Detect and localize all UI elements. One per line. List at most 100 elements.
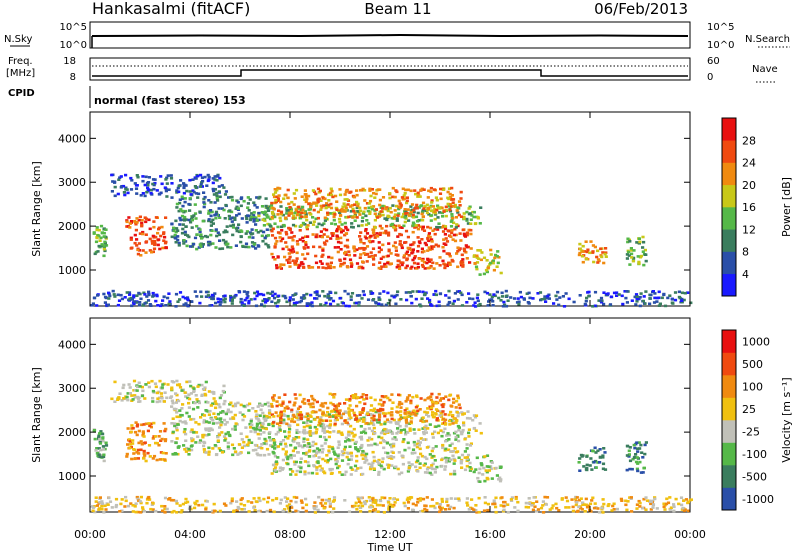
echo-cell [460, 430, 464, 434]
echo-cell [309, 420, 313, 423]
echo-cell [423, 426, 427, 429]
echo-cell [491, 300, 495, 303]
echo-cell [227, 196, 231, 199]
echo-cell [353, 249, 357, 253]
echo-cell [138, 500, 142, 503]
echo-cell [343, 402, 347, 405]
echo-cell [432, 504, 436, 508]
echo-cell [110, 506, 114, 509]
echo-cell [443, 266, 447, 270]
echo-cell [141, 232, 145, 236]
echo-cell [271, 294, 275, 297]
echo-cell [440, 206, 444, 210]
echo-cell [400, 226, 404, 229]
echo-cell [93, 296, 97, 300]
echo-cell [104, 235, 108, 239]
echo-cell [250, 423, 254, 427]
echo-cell [284, 241, 288, 244]
echo-cell [615, 507, 619, 511]
echo-cell [242, 304, 246, 307]
echo-cell [322, 435, 327, 439]
echo-cell [454, 430, 458, 434]
echo-cell [214, 402, 218, 406]
echo-cell [389, 252, 393, 255]
echo-cell [633, 446, 637, 450]
echo-cell [635, 441, 639, 444]
echo-cell [124, 499, 128, 503]
echo-cell [644, 508, 648, 511]
echo-cell [443, 449, 447, 452]
echo-cell [246, 202, 250, 205]
echo-cell [390, 393, 394, 396]
echo-cell [641, 250, 645, 253]
echo-cell [655, 300, 659, 303]
echo-cell [426, 249, 430, 252]
echo-cell [443, 225, 448, 228]
echo-cell [452, 462, 456, 465]
echo-cell [588, 464, 592, 467]
echo-cell [383, 427, 387, 431]
echo-cell [577, 253, 581, 257]
echo-cell [323, 442, 327, 445]
echo-cell [390, 417, 394, 421]
echo-cell [253, 430, 257, 434]
echo-cell [430, 209, 434, 213]
echo-cell [218, 509, 222, 513]
echo-cell [181, 420, 185, 424]
echo-cell [248, 231, 253, 234]
echo-cell [274, 411, 278, 414]
echo-cell [315, 233, 319, 236]
echo-cell [481, 473, 485, 476]
echo-cell [226, 245, 230, 249]
echo-cell [385, 218, 389, 222]
echo-cell [193, 401, 197, 405]
echo-cell [303, 257, 307, 261]
echo-cell [266, 500, 270, 504]
echo-cell [338, 193, 343, 197]
echo-cell [210, 390, 214, 394]
echo-cell [362, 251, 366, 255]
echo-cell [205, 434, 209, 437]
echo-cell [253, 203, 257, 207]
echo-cell [159, 234, 163, 238]
echo-cell [651, 506, 655, 509]
echo-cell [304, 235, 308, 238]
echo-cell [448, 300, 452, 304]
echo-cell [426, 237, 430, 241]
echo-cell [148, 498, 152, 501]
echo-cell [183, 219, 187, 222]
echo-cell [393, 195, 397, 199]
echo-cell [229, 401, 233, 405]
echo-cell [139, 501, 143, 505]
echo-cell [135, 433, 139, 437]
echo-cell [578, 469, 582, 472]
echo-region [270, 224, 473, 270]
echo-cell [419, 452, 423, 456]
echo-cell [400, 246, 404, 250]
echo-cell [165, 396, 169, 400]
echo-cell [327, 255, 331, 259]
echo-cell [213, 213, 217, 217]
echo-cell [467, 435, 471, 438]
echo-cell [473, 415, 478, 419]
echo-cell [187, 393, 191, 396]
echo-cell [359, 466, 363, 470]
echo-cell [527, 302, 531, 305]
echo-cell [294, 188, 299, 192]
echo-cell [372, 191, 376, 195]
echo-cell [509, 498, 513, 501]
echo-cell [434, 243, 438, 247]
echo-cell [314, 452, 319, 455]
echo-cell [183, 200, 187, 204]
echo-cell [166, 383, 170, 386]
echo-cell [336, 446, 340, 449]
echo-cell [370, 437, 374, 441]
echo-cell [460, 466, 464, 469]
echo-cell [146, 183, 150, 187]
echo-cell [187, 447, 191, 451]
echo-cell [483, 455, 487, 458]
echo-cell [444, 460, 448, 464]
echo-cell [229, 294, 233, 298]
echo-cell [376, 188, 380, 191]
echo-cell [351, 438, 355, 442]
